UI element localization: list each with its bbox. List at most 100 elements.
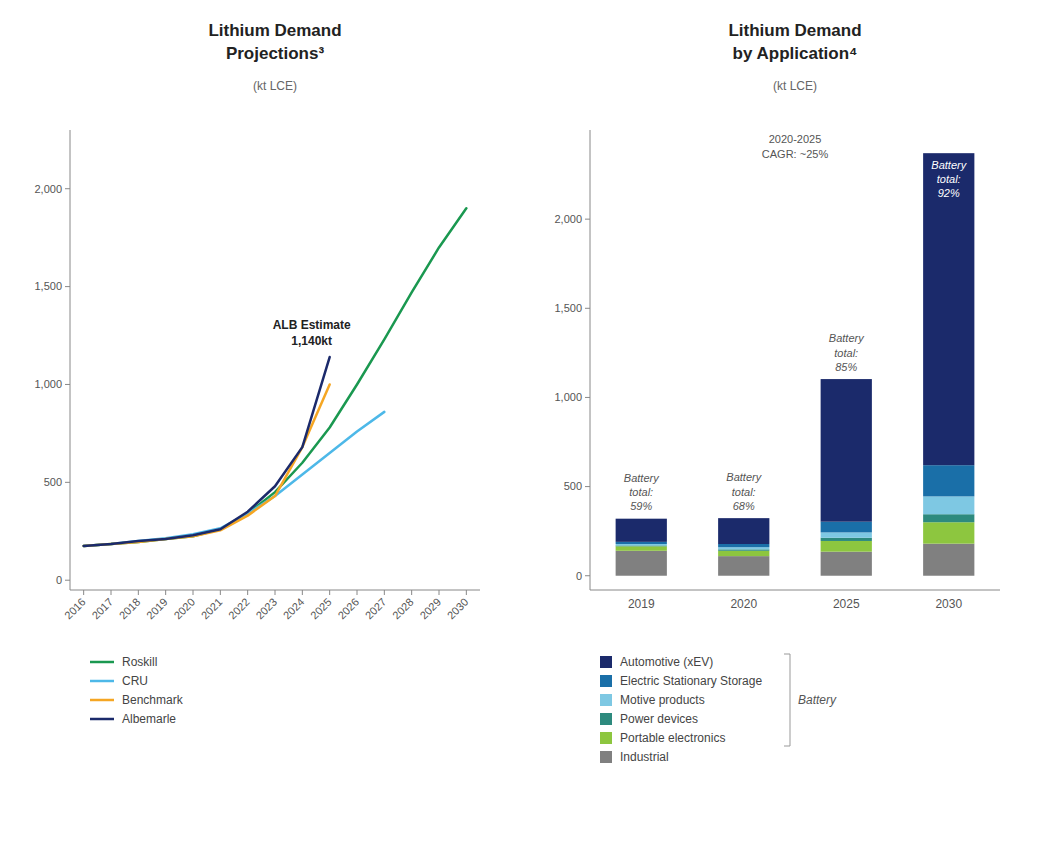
y-tick <box>585 397 590 398</box>
bar-segment <box>718 556 769 576</box>
x-tick-label-line: 2030 <box>445 596 471 622</box>
x-tick-label: 2019 <box>628 597 655 611</box>
x-tick <box>384 590 385 595</box>
x-tick-label-line: 2030 <box>935 597 962 611</box>
x-tick-label-line: 2020 <box>171 596 197 622</box>
bar-segment <box>616 545 667 547</box>
series-line <box>84 357 330 546</box>
y-axis: 05001,0001,5002,000 <box>34 130 480 590</box>
bar-annotation-line: 92% <box>938 187 960 199</box>
x-tick <box>83 590 84 595</box>
x-tick-label: 2021 <box>199 596 225 622</box>
legend-label-line: Portable electronics <box>620 731 725 745</box>
legend-label: Benchmark <box>122 693 184 707</box>
x-tick-label: 2020 <box>171 596 197 622</box>
bar-annotation-line: total: <box>732 486 756 498</box>
x-tick <box>302 590 303 595</box>
bar-annotation: Batterytotal:68% <box>726 471 762 512</box>
y-tick-label: 0 <box>576 570 582 582</box>
legend-swatch <box>600 713 612 725</box>
bar-segment <box>821 379 872 522</box>
bar-segment <box>718 549 769 550</box>
y-axis-line <box>590 130 591 590</box>
legend-label: Electric Stationary Storage <box>620 674 762 688</box>
y-tick-label: 2,000 <box>554 213 582 225</box>
chart-title-line: Lithium Demand <box>728 21 861 40</box>
y-tick <box>65 580 70 581</box>
bar-annotation-line: Battery <box>931 159 967 171</box>
legend-note-line: Battery <box>798 693 837 707</box>
x-tick-label-line: 2020 <box>730 597 757 611</box>
bar-annotation: Batterytotal:85% <box>829 332 865 373</box>
legend-swatch <box>600 694 612 706</box>
x-tick-label-line: 2023 <box>253 596 279 622</box>
bar-segment <box>718 544 769 547</box>
x-tick-label-line: 2028 <box>390 596 416 622</box>
x-tick-label: 2030 <box>445 596 471 622</box>
bar-segment <box>616 544 667 545</box>
legend-bracket <box>784 654 790 746</box>
chart-title-line: by Application⁴ <box>733 44 858 63</box>
plot-marks <box>84 208 467 546</box>
x-tick-label-line: 2019 <box>144 596 170 622</box>
chart-subtitle: (kt LCE) <box>773 79 817 93</box>
chart-1: Lithium Demand by Application⁴ (kt LCE) 0 50… <box>554 21 1000 764</box>
chart-subtitle: (kt LCE) <box>253 79 297 93</box>
legend-label-line: Industrial <box>620 750 669 764</box>
legend-swatch <box>90 718 114 721</box>
bar-annotation-line: 85% <box>835 361 857 373</box>
x-tick <box>439 590 440 595</box>
legend-label-line: Albemarle <box>122 712 176 726</box>
bar-segment <box>923 153 974 465</box>
chart-subtitle-line: (kt LCE) <box>773 79 817 93</box>
legend-swatch <box>90 680 114 683</box>
y-tick-label: 0 <box>56 574 62 586</box>
series-line <box>84 412 385 546</box>
legend-label: Power devices <box>620 712 698 726</box>
y-tick-label-line: 500 <box>564 480 582 492</box>
x-tick <box>466 590 467 595</box>
x-tick-label: 2022 <box>226 596 252 622</box>
legend-label-line: Automotive (xEV) <box>620 655 713 669</box>
bar-segment <box>923 522 974 543</box>
annotation: 2020-2025CAGR: ~25% <box>762 133 829 159</box>
x-tick-label: 2020 <box>730 597 757 611</box>
bar-annotation-line: 59% <box>630 500 652 512</box>
x-tick-label: 2019 <box>144 596 170 622</box>
y-tick-label-line: 1,000 <box>34 378 62 390</box>
legend: Automotive (xEV) Electric Stationary Stor… <box>600 654 837 764</box>
bar-segment <box>821 522 872 533</box>
bar-segment <box>718 551 769 556</box>
y-tick-label-line: 2,000 <box>34 183 62 195</box>
bar-segment <box>616 519 667 542</box>
x-tick-label: 2027 <box>363 596 389 622</box>
x-tick-label-line: 2024 <box>281 596 307 622</box>
x-tick-label: 2030 <box>935 597 962 611</box>
x-tick-label: 2026 <box>335 596 361 622</box>
legend-swatch <box>600 732 612 744</box>
x-tick-label-line: 2017 <box>89 596 115 622</box>
y-tick-label: 1,500 <box>554 302 582 314</box>
bar-segment <box>616 542 667 544</box>
y-tick <box>65 286 70 287</box>
bar-annotation: Batterytotal:92% <box>931 159 967 200</box>
bar-segment <box>718 518 769 544</box>
bar-annotation: Batterytotal:59% <box>624 472 660 513</box>
legend-label-line: Motive products <box>620 693 705 707</box>
y-tick-label-line: 500 <box>44 476 62 488</box>
legend-label: Portable electronics <box>620 731 725 745</box>
x-axis: 2016201720182019202020212022202320242025… <box>62 590 470 621</box>
bar-annotation-line: Battery <box>624 472 660 484</box>
legend-label: Motive products <box>620 693 705 707</box>
bar-segment <box>616 551 667 576</box>
series-line <box>84 384 330 545</box>
y-tick <box>585 486 590 487</box>
x-tick-label: 2023 <box>253 596 279 622</box>
x-tick-label: 2024 <box>281 596 307 622</box>
x-tick-label-line: 2027 <box>363 596 389 622</box>
x-tick-label-line: 2018 <box>117 596 143 622</box>
plot-marks <box>616 153 975 576</box>
x-tick <box>111 590 112 595</box>
y-tick <box>65 482 70 483</box>
y-tick-label-line: 1,500 <box>554 302 582 314</box>
